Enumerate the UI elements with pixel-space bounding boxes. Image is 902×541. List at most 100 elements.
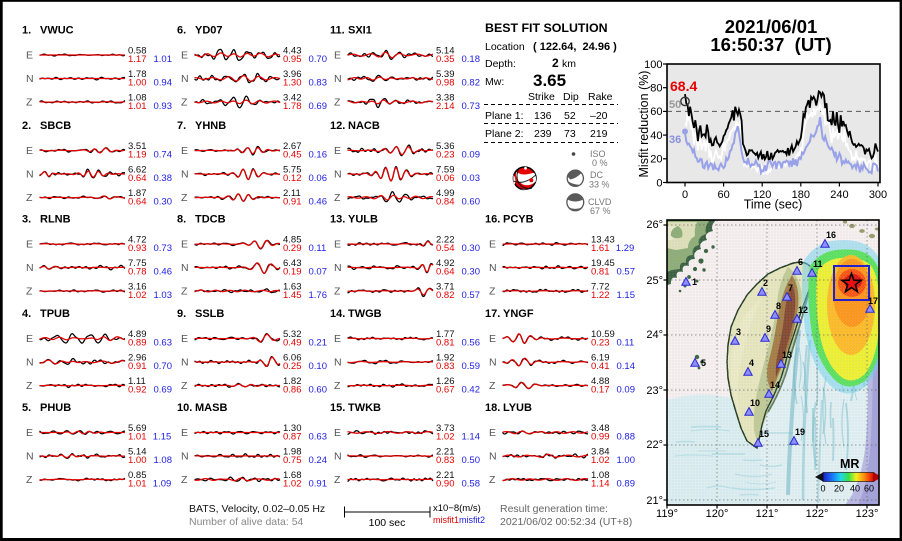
svg-text:Plane 1:: Plane 1: (485, 110, 524, 122)
svg-text:67 %: 67 % (590, 206, 611, 216)
svg-text:E: E (181, 239, 188, 251)
svg-text:11.: 11. (330, 25, 345, 37)
svg-text:RLNB: RLNB (40, 214, 71, 226)
svg-text:13.43: 13.43 (591, 235, 615, 246)
svg-text:1.68: 1.68 (283, 470, 302, 481)
svg-text:N: N (26, 73, 34, 85)
svg-text:E: E (181, 427, 188, 439)
svg-text:33 %: 33 % (589, 180, 610, 190)
svg-text:N: N (334, 73, 342, 85)
svg-text:10.: 10. (177, 402, 192, 414)
svg-text:NACB: NACB (348, 120, 380, 132)
svg-text:2: 2 (552, 56, 559, 70)
svg-text:19: 19 (795, 427, 805, 437)
svg-text:ISO: ISO (590, 149, 606, 159)
svg-text:x10−8(m/s): x10−8(m/s) (433, 503, 481, 514)
svg-text:3: 3 (736, 327, 741, 337)
svg-text:11: 11 (813, 259, 823, 269)
svg-text:5.: 5. (22, 402, 31, 414)
svg-text:YNGF: YNGF (503, 308, 534, 320)
svg-text:20: 20 (834, 484, 844, 494)
svg-text:21°: 21° (646, 495, 663, 507)
svg-text:40: 40 (850, 484, 860, 494)
svg-text:7: 7 (788, 283, 793, 293)
svg-text:Location: Location (485, 41, 525, 53)
svg-text:5.32: 5.32 (283, 329, 302, 340)
svg-text:N: N (26, 357, 34, 369)
svg-text:VWUC: VWUC (40, 25, 74, 37)
svg-text:20: 20 (650, 154, 662, 166)
svg-text:0 %: 0 % (592, 158, 608, 168)
svg-text:N: N (181, 357, 189, 369)
svg-text:Z: Z (26, 192, 33, 204)
svg-text:136: 136 (534, 110, 552, 122)
svg-text:TPUB: TPUB (40, 308, 70, 320)
svg-text:Z: Z (181, 474, 188, 486)
svg-text:50: 50 (669, 99, 681, 111)
svg-text:E: E (26, 145, 33, 157)
svg-text:25°: 25° (646, 275, 663, 287)
svg-text:N: N (181, 451, 189, 463)
svg-text:Z: Z (181, 380, 188, 392)
svg-text:Z: Z (181, 286, 188, 298)
svg-text:Plane 2:: Plane 2: (485, 128, 524, 140)
svg-text:E: E (181, 145, 188, 157)
svg-text:N: N (334, 169, 342, 181)
svg-text:4.: 4. (22, 308, 31, 320)
svg-text:6.06: 6.06 (283, 353, 302, 364)
svg-text:1.26: 1.26 (436, 376, 455, 387)
svg-text:14: 14 (770, 380, 780, 390)
svg-text:7.75: 7.75 (128, 258, 147, 269)
svg-text:100: 100 (644, 59, 662, 71)
svg-text:LYUB: LYUB (503, 402, 532, 414)
svg-text:E: E (334, 50, 341, 62)
svg-text:23°: 23° (646, 385, 663, 397)
svg-text:2021/06/02 00:52:34 (UT+8): 2021/06/02 00:52:34 (UT+8) (500, 516, 632, 528)
svg-text:12: 12 (798, 305, 808, 315)
svg-text:68.4: 68.4 (670, 78, 697, 94)
svg-text:0: 0 (682, 189, 688, 201)
svg-text:121°: 121° (756, 508, 779, 520)
svg-text:TDCB: TDCB (195, 214, 226, 226)
svg-text:240: 240 (830, 189, 848, 201)
svg-text:1.98: 1.98 (283, 447, 302, 458)
svg-text:SXI1: SXI1 (348, 25, 372, 37)
svg-text:17: 17 (868, 296, 878, 306)
svg-text:E: E (26, 427, 33, 439)
svg-text:18.: 18. (485, 402, 500, 414)
svg-text:1.87: 1.87 (128, 188, 147, 199)
svg-text:12.: 12. (330, 120, 345, 132)
svg-text:0.58: 0.58 (128, 46, 147, 57)
svg-text:15.: 15. (330, 402, 345, 414)
svg-text:N: N (334, 451, 342, 463)
svg-text:120: 120 (753, 189, 771, 201)
svg-text:E: E (334, 333, 341, 345)
svg-text:7.59: 7.59 (436, 165, 455, 176)
svg-text:1.08: 1.08 (591, 470, 610, 481)
svg-text:1.08: 1.08 (128, 93, 147, 104)
svg-text:219: 219 (590, 128, 608, 140)
svg-text:Z: Z (334, 286, 341, 298)
svg-text:2.22: 2.22 (436, 235, 455, 246)
svg-text:SBCB: SBCB (40, 120, 71, 132)
svg-text:E: E (26, 239, 33, 251)
svg-text:8.: 8. (177, 214, 186, 226)
svg-text:TWKB: TWKB (348, 402, 381, 414)
svg-text:3.65: 3.65 (533, 71, 566, 90)
svg-text:3.48: 3.48 (591, 423, 610, 434)
svg-text:( 122.64, 24.96 ): ( 122.64, 24.96 ) (533, 41, 617, 53)
svg-text:3.16: 3.16 (128, 282, 147, 293)
svg-text:Number of alive data: 54: Number of alive data: 54 (189, 516, 304, 528)
svg-text:N: N (334, 357, 342, 369)
svg-text:TWGB: TWGB (348, 308, 382, 320)
svg-text:E: E (181, 333, 188, 345)
svg-text:BATS, Velocity, 0.02–0.05 Hz: BATS, Velocity, 0.02–0.05 Hz (189, 503, 325, 515)
svg-text:13.: 13. (330, 214, 345, 226)
svg-text:Z: Z (26, 97, 33, 109)
svg-text:1.82: 1.82 (283, 376, 302, 387)
svg-text:Z: Z (334, 474, 341, 486)
svg-text:5.39: 5.39 (436, 69, 455, 80)
svg-text:3.42: 3.42 (283, 93, 302, 104)
svg-text:300: 300 (869, 189, 887, 201)
svg-text:5: 5 (701, 358, 706, 368)
